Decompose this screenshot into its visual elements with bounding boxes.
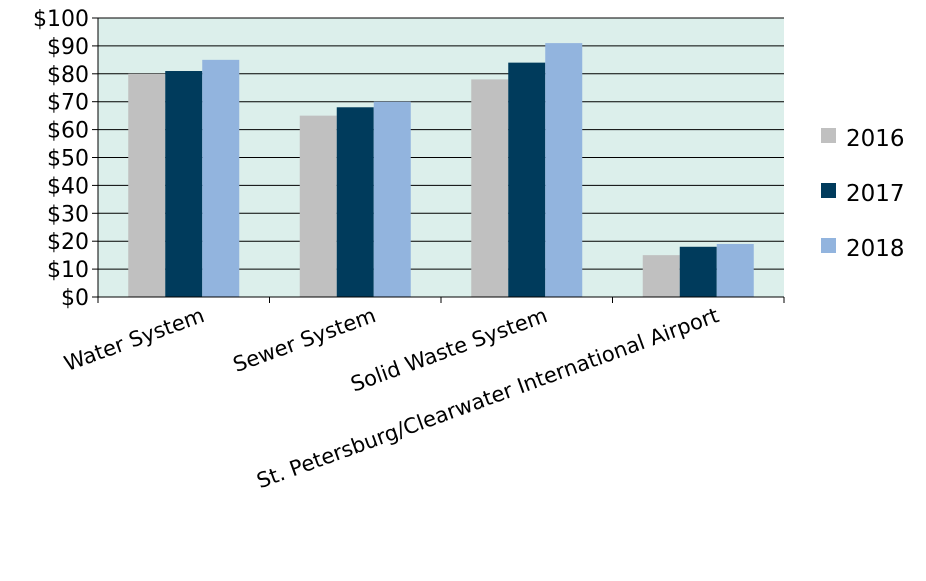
- legend-swatch-2018: [821, 238, 836, 253]
- y-tick-label: $50: [47, 147, 89, 172]
- legend-label: 2018: [846, 236, 905, 262]
- legend-swatch-2017: [821, 183, 836, 198]
- axes: [92, 17, 785, 303]
- bar-2018-0: [202, 59, 240, 297]
- bar-2017-2: [508, 62, 546, 297]
- legend-label: 2017: [846, 181, 905, 207]
- bar-2018-2: [545, 43, 583, 297]
- bar-2017-3: [679, 246, 717, 297]
- bar-2017-0: [165, 71, 203, 297]
- y-tick-label: $40: [47, 174, 89, 199]
- y-tick-label: $0: [61, 286, 89, 311]
- bar-2016-2: [471, 79, 509, 297]
- legend-label: 2016: [846, 126, 905, 152]
- bar-2018-3: [716, 243, 754, 297]
- y-tick-label: $100: [33, 7, 89, 32]
- legend-swatch-2016: [821, 128, 836, 143]
- x-tick-label: Sewer System: [230, 303, 379, 377]
- bar-2016-0: [128, 73, 166, 297]
- y-tick-label: $80: [47, 63, 89, 88]
- y-tick-labels: $0 $10 $20 $30 $40$50 $60 $70 $80 $90 $100: [33, 7, 89, 311]
- x-tick-label: Water System: [61, 303, 207, 376]
- y-tick-label: $30: [47, 202, 89, 227]
- y-tick-label: $20: [47, 230, 89, 255]
- legend: 2016 2017 2018: [821, 126, 905, 262]
- y-tick-label: $90: [47, 35, 89, 60]
- bar-2016-3: [642, 255, 680, 297]
- bars: [128, 43, 754, 298]
- bar-2018-1: [373, 101, 411, 297]
- y-tick-label: $70: [47, 91, 89, 116]
- bar-2016-1: [299, 115, 337, 298]
- bar-2017-1: [336, 107, 374, 297]
- y-tick-label: $10: [47, 258, 89, 283]
- y-tick-label: $60: [47, 119, 89, 144]
